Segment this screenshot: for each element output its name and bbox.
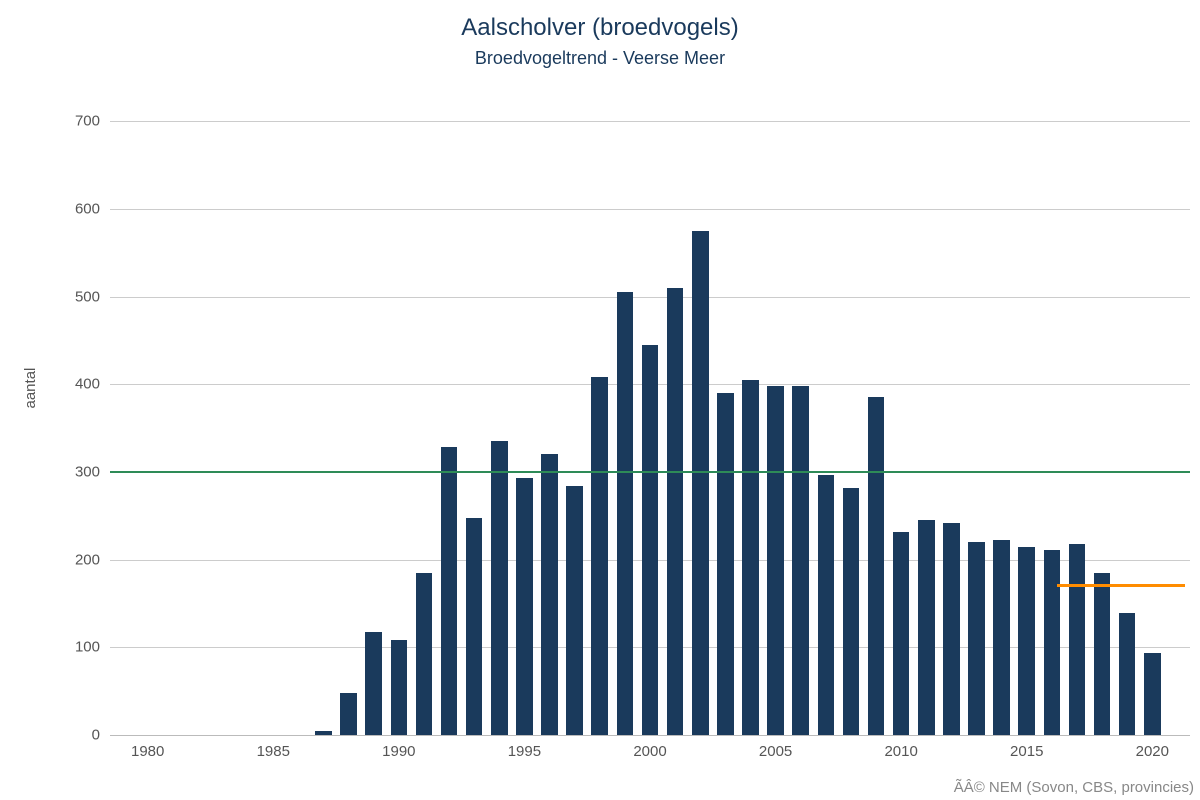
bar <box>340 693 357 735</box>
bar <box>617 292 634 735</box>
plot-area: 0100200300400500600700198019851990199520… <box>110 95 1190 735</box>
bar <box>642 345 659 735</box>
y-tick-label: 500 <box>75 288 100 305</box>
bar <box>365 632 382 735</box>
x-tick-label: 2020 <box>1136 743 1169 760</box>
y-tick-label: 100 <box>75 639 100 656</box>
bar <box>1018 547 1035 735</box>
chart-container: Aalscholver (broedvogels) Broedvogeltren… <box>0 0 1200 800</box>
gridline-h <box>110 209 1190 210</box>
x-tick-label: 1985 <box>257 743 290 760</box>
gridline-h <box>110 297 1190 298</box>
x-tick-label: 2000 <box>633 743 666 760</box>
y-tick-label: 400 <box>75 376 100 393</box>
bar <box>868 397 885 735</box>
x-axis-line <box>110 735 1190 736</box>
bar <box>1119 613 1136 735</box>
recent-trend-line <box>1057 584 1185 587</box>
x-tick-label: 1990 <box>382 743 415 760</box>
bar <box>667 288 684 735</box>
reference-line <box>110 471 1190 473</box>
x-tick-label: 1995 <box>508 743 541 760</box>
gridline-h <box>110 121 1190 122</box>
bar <box>692 231 709 735</box>
bar <box>1144 653 1161 735</box>
bar <box>591 377 608 735</box>
bar <box>516 478 533 735</box>
y-tick-label: 200 <box>75 551 100 568</box>
bar <box>466 518 483 735</box>
y-axis-label: aantal <box>22 368 39 409</box>
x-tick-label: 1980 <box>131 743 164 760</box>
x-tick-label: 2010 <box>884 743 917 760</box>
attribution: ÃÂ© NEM (Sovon, CBS, provincies) <box>954 779 1194 796</box>
chart-title: Aalscholver (broedvogels) <box>0 14 1200 42</box>
x-tick-label: 2015 <box>1010 743 1043 760</box>
y-tick-label: 600 <box>75 200 100 217</box>
bar <box>893 532 910 735</box>
bar <box>918 520 935 735</box>
chart-subtitle: Broedvogeltrend - Veerse Meer <box>0 48 1200 69</box>
y-tick-label: 700 <box>75 113 100 130</box>
bar <box>1094 573 1111 735</box>
x-tick-label: 2005 <box>759 743 792 760</box>
bar <box>943 523 960 735</box>
bar <box>541 454 558 735</box>
bar <box>792 386 809 735</box>
bar <box>843 488 860 735</box>
bar <box>391 640 408 735</box>
bar <box>1044 550 1061 735</box>
bar <box>441 447 458 735</box>
bar <box>491 441 508 735</box>
bar <box>1069 544 1086 735</box>
bar <box>767 386 784 735</box>
bar <box>993 540 1010 736</box>
bar <box>742 380 759 735</box>
bar <box>717 393 734 735</box>
bar <box>416 573 433 735</box>
bar <box>566 486 583 735</box>
bar <box>968 542 985 735</box>
bar <box>818 475 835 735</box>
y-tick-label: 300 <box>75 463 100 480</box>
y-tick-label: 0 <box>92 727 100 744</box>
